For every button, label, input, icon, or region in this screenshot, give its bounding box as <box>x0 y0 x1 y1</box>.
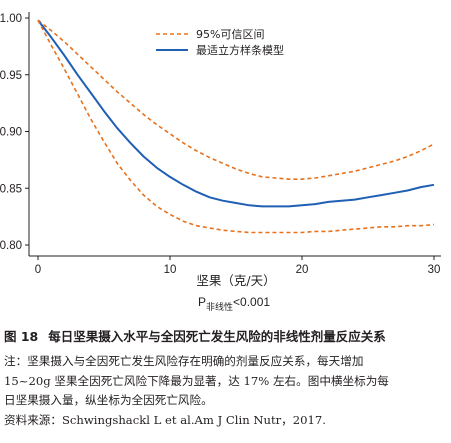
x-axis-label: 坚果（克/天） <box>196 273 275 288</box>
axes: 0.80 0.85 0.90 0.95 1.00 0 10 20 30 <box>0 12 441 276</box>
x-tick-label: 20 <box>296 264 309 276</box>
legend-label: 95%可信区间 <box>196 28 264 41</box>
x-tick-label: 30 <box>428 264 441 276</box>
p-value-prefix: P <box>198 295 206 309</box>
note-line: 注：坚果摄入与全因死亡发生风险存在明确的剂量反应关系，每天增加 <box>4 354 364 368</box>
p-value-text: <0.001 <box>233 295 270 309</box>
dose-response-chart: 0.80 0.85 0.90 0.95 1.00 0 10 20 30 95%可信区间最适立方样… <box>0 12 441 313</box>
x-tick-label: 0 <box>35 264 41 276</box>
y-tick-label: 1.00 <box>0 13 22 25</box>
figure-number: 图 18 <box>4 329 39 344</box>
x-tick-label: 10 <box>164 264 177 276</box>
plot-area <box>37 19 435 234</box>
y-tick-label: 0.80 <box>0 240 22 252</box>
figure-title: 每日坚果摄入水平与全因死亡发生风险的非线性剂量反应关系 <box>48 329 386 344</box>
y-tick-label: 0.85 <box>0 183 22 195</box>
spline-fit-line <box>37 19 435 208</box>
legend-label: 最适立方样条模型 <box>196 43 284 57</box>
note-line: 15~20g 坚果全因死亡风险下降最为显著，达 17% 左右。图中横坐标为每 <box>4 373 389 388</box>
y-tick-label: 0.95 <box>0 70 22 82</box>
note-line: 日坚果摄入量，纵坐标为全因死亡风险。 <box>4 393 213 407</box>
figure-notes: 注：坚果摄入与全因死亡发生风险存在明确的剂量反应关系，每天增加 15~20g 坚… <box>4 352 450 430</box>
figure-caption: 图 18 每日坚果摄入水平与全因死亡发生风险的非线性剂量反应关系 <box>0 329 451 345</box>
source-line: 资料来源：Schwingshackl L et al.Am J Clin Nut… <box>4 412 326 427</box>
y-tick-label: 0.90 <box>0 127 22 139</box>
p-value-annotation: P非线性<0.001 <box>198 295 270 313</box>
p-value-subscript: 非线性 <box>206 301 233 313</box>
